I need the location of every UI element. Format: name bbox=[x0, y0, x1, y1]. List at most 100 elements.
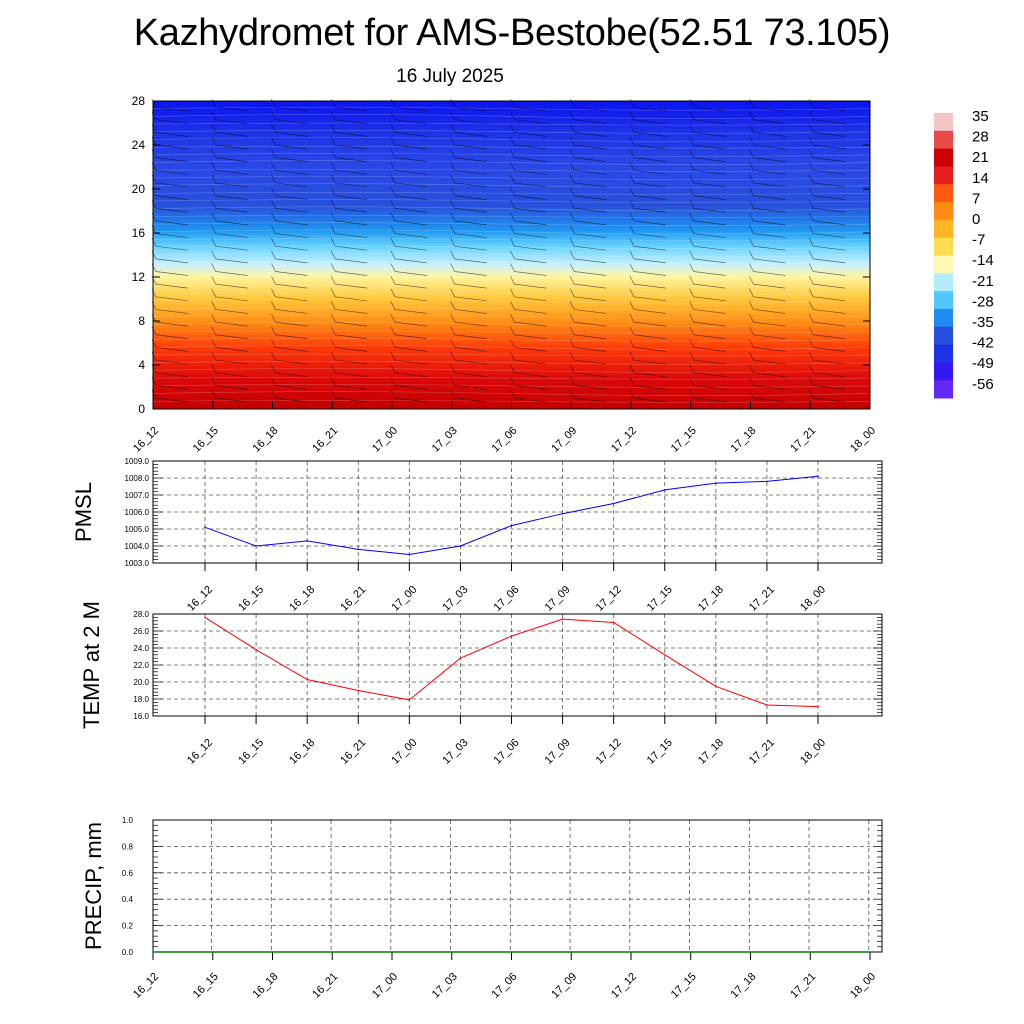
wind-barb bbox=[569, 377, 607, 390]
wind-barb bbox=[569, 339, 607, 352]
wind-barb bbox=[510, 288, 547, 302]
wind-barb bbox=[330, 212, 368, 226]
wind-barb bbox=[450, 187, 487, 200]
y-tick-label: 0.4 bbox=[122, 895, 134, 904]
wind-barb bbox=[808, 149, 846, 162]
wind-barb bbox=[629, 313, 666, 327]
wind-barb bbox=[330, 339, 368, 352]
x-tick-label: 17_12 bbox=[594, 584, 624, 614]
wind-barb bbox=[390, 326, 427, 340]
wind-barb bbox=[211, 212, 248, 226]
wind-barb bbox=[510, 313, 547, 327]
wind-barb bbox=[330, 326, 368, 340]
contour-line bbox=[152, 261, 871, 264]
colorbar-swatch bbox=[934, 130, 953, 150]
wind-barb bbox=[808, 301, 846, 314]
data-point bbox=[766, 704, 768, 706]
wind-barb bbox=[749, 136, 786, 150]
wind-barb bbox=[808, 250, 846, 264]
wind-barb bbox=[330, 174, 368, 188]
wind-barb bbox=[330, 351, 368, 365]
wind-barb bbox=[211, 187, 248, 200]
y-tick-label: 1007.0 bbox=[125, 491, 150, 500]
wind-barb bbox=[569, 275, 607, 289]
wind-barb bbox=[450, 351, 487, 365]
contour-line bbox=[152, 284, 871, 288]
wind-barb bbox=[450, 162, 487, 175]
wind-barb bbox=[629, 111, 666, 125]
colorbar-label: 0 bbox=[972, 211, 980, 228]
x-tick-label: 16_12 bbox=[131, 425, 161, 455]
wind-barb bbox=[510, 200, 547, 213]
wind-barb bbox=[629, 250, 666, 264]
colorbar-label: 21 bbox=[972, 149, 989, 166]
x-tick-label: 16_18 bbox=[287, 584, 317, 614]
data-point bbox=[817, 475, 819, 478]
x-tick-label: 16_21 bbox=[310, 971, 340, 1001]
wind-barb bbox=[689, 187, 726, 200]
y-tick-label: 28.0 bbox=[133, 610, 149, 619]
wind-barb bbox=[749, 288, 786, 302]
x-tick-label: 16_18 bbox=[287, 737, 317, 767]
wind-barb bbox=[390, 200, 427, 213]
wind-barb bbox=[510, 351, 547, 365]
wind-barb bbox=[390, 301, 427, 314]
wind-barb bbox=[569, 162, 607, 175]
y-tick-label: 1008.0 bbox=[125, 474, 150, 483]
data-point bbox=[204, 616, 206, 619]
colorbar-label: -35 bbox=[972, 314, 994, 331]
wind-barb bbox=[330, 313, 368, 327]
wind-barb bbox=[390, 351, 427, 365]
colorbar-swatch bbox=[934, 273, 953, 292]
colorbar-label: 28 bbox=[972, 129, 989, 146]
wind-barb bbox=[569, 351, 607, 365]
y-axis-label: TEMP at 2 M bbox=[79, 601, 104, 729]
colorbar-swatch bbox=[934, 255, 953, 274]
wind-barb bbox=[211, 275, 248, 289]
wind-barb bbox=[808, 98, 846, 112]
contour-line bbox=[152, 222, 871, 226]
y-tick-label: 1004.0 bbox=[125, 542, 150, 551]
wind-barb bbox=[689, 313, 726, 327]
x-tick-label: 17_21 bbox=[788, 425, 818, 455]
wind-barb bbox=[689, 238, 726, 251]
y-tick-label: 0.2 bbox=[122, 922, 134, 931]
wind-barb bbox=[629, 174, 666, 188]
wind-barb bbox=[569, 136, 607, 150]
colorbar-label: -7 bbox=[972, 232, 985, 249]
wind-barb bbox=[569, 187, 607, 200]
colorbar-label: -49 bbox=[972, 355, 994, 372]
contour-line bbox=[152, 229, 871, 235]
wind-barb bbox=[450, 288, 487, 302]
x-tick-label: 17_03 bbox=[430, 971, 460, 1001]
wind-barb bbox=[569, 174, 607, 188]
wind-barb bbox=[510, 238, 547, 251]
wind-barb bbox=[569, 238, 607, 251]
wind-barb bbox=[211, 301, 248, 314]
data-point bbox=[510, 635, 513, 637]
x-tick-label: 17_18 bbox=[696, 737, 726, 767]
wind-barb bbox=[390, 187, 427, 200]
wind-barb bbox=[211, 326, 248, 340]
contour-line bbox=[152, 345, 871, 350]
wind-barb bbox=[390, 174, 427, 188]
wind-barb bbox=[211, 149, 248, 162]
contour-line bbox=[152, 160, 871, 165]
wind-barb bbox=[808, 225, 846, 238]
wind-barb bbox=[749, 111, 786, 125]
wind-barb bbox=[749, 263, 786, 276]
contour-line bbox=[152, 238, 871, 241]
wind-barb bbox=[569, 389, 607, 403]
x-tick-label: 16_21 bbox=[338, 737, 368, 767]
wind-barb bbox=[749, 351, 786, 365]
wind-barb bbox=[569, 313, 607, 327]
x-tick-label: 17_18 bbox=[729, 425, 759, 455]
wind-barb bbox=[450, 339, 487, 352]
contour-line bbox=[152, 322, 871, 327]
wind-barb bbox=[211, 389, 248, 403]
colorbar-label: -56 bbox=[972, 376, 994, 393]
data-point bbox=[306, 540, 308, 542]
x-tick-label: 17_06 bbox=[492, 584, 522, 614]
wind-barb bbox=[510, 301, 547, 314]
x-tick-label: 16_15 bbox=[191, 425, 221, 455]
